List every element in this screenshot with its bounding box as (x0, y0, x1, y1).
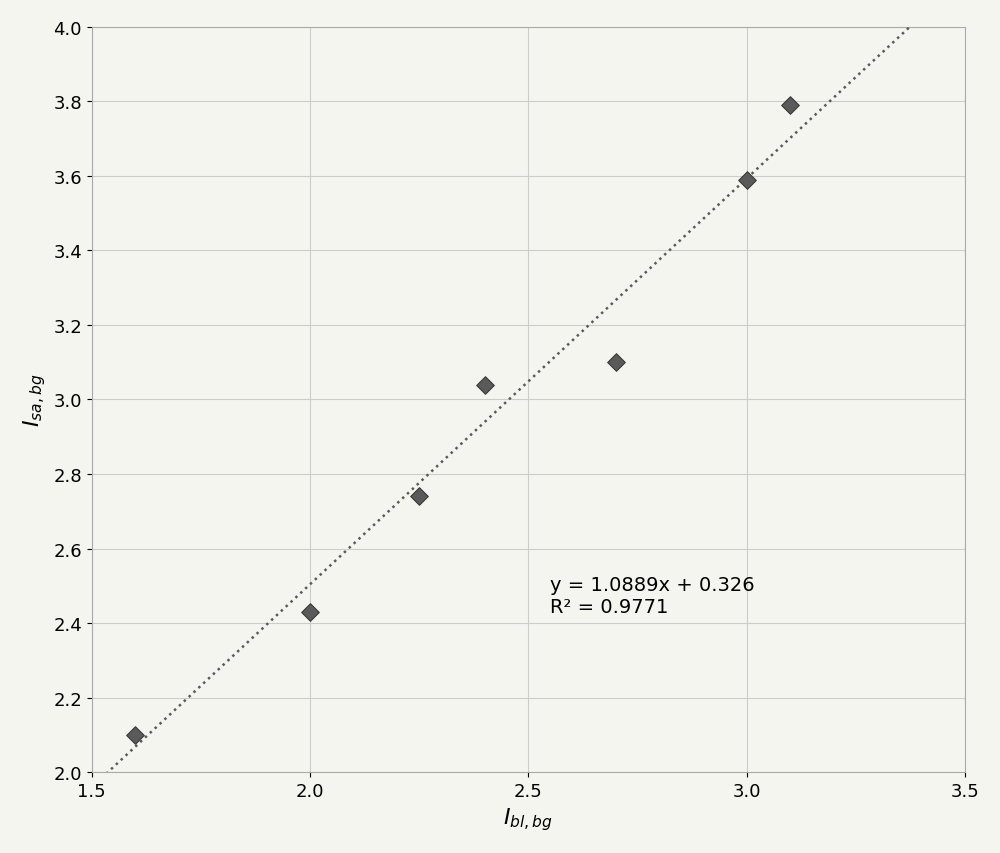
Point (782, 99, 798, 113)
Y-axis label: $I_{sa,bg}$: $I_{sa,bg}$ (21, 374, 48, 426)
Text: y = 1.0889x + 0.326
R² = 0.9771: y = 1.0889x + 0.326 R² = 0.9771 (550, 575, 755, 616)
Point (739, 173, 755, 187)
Point (127, 728, 143, 742)
Point (411, 490, 427, 503)
Point (302, 606, 318, 619)
Point (477, 378, 493, 392)
X-axis label: $I_{bl,bg}$: $I_{bl,bg}$ (503, 805, 553, 833)
Point (608, 356, 624, 369)
